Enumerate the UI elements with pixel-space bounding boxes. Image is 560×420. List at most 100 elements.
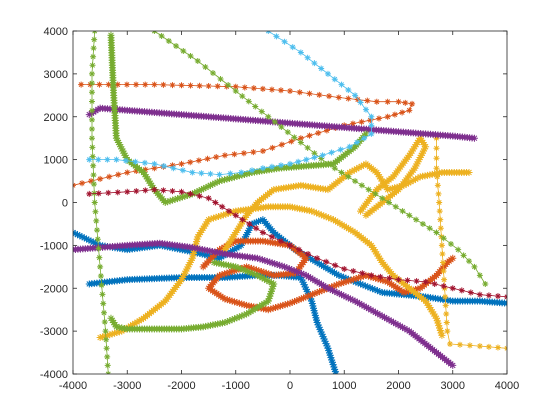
asterisk-marker <box>360 161 368 169</box>
asterisk-marker <box>323 258 330 265</box>
asterisk-marker <box>411 143 419 151</box>
asterisk-marker <box>170 165 177 172</box>
asterisk-marker <box>231 151 238 158</box>
asterisk-marker <box>246 224 254 232</box>
asterisk-marker <box>88 126 95 132</box>
asterisk-marker <box>299 278 307 286</box>
asterisk-marker <box>116 141 124 149</box>
asterisk-marker <box>246 220 253 227</box>
asterisk-marker <box>447 240 454 247</box>
asterisk-marker <box>320 335 328 343</box>
asterisk-marker <box>322 340 330 348</box>
asterisk-marker <box>433 229 440 236</box>
asterisk-marker <box>244 268 252 276</box>
asterisk-marker <box>332 281 340 289</box>
asterisk-marker <box>204 182 212 190</box>
asterisk-marker <box>338 81 345 88</box>
asterisk-marker <box>307 295 315 303</box>
asterisk-marker <box>232 212 239 219</box>
y-tick-label: 2000 <box>44 112 68 124</box>
asterisk-marker <box>335 271 343 279</box>
asterisk-marker <box>251 270 259 278</box>
asterisk-marker <box>319 333 327 341</box>
asterisk-marker <box>309 302 317 310</box>
asterisk-marker <box>306 132 313 139</box>
asterisk-marker <box>331 165 338 172</box>
asterisk-marker <box>258 108 265 115</box>
asterisk-marker <box>313 209 321 217</box>
asterisk-marker <box>443 319 450 326</box>
asterisk-marker <box>405 179 413 187</box>
asterisk-marker <box>413 278 420 285</box>
asterisk-marker <box>195 231 203 239</box>
asterisk-marker <box>228 235 236 243</box>
asterisk-marker <box>485 343 492 350</box>
asterisk-marker <box>196 193 203 200</box>
x-tick-label: -4000 <box>59 380 87 392</box>
x-tick-label: 1000 <box>332 380 356 392</box>
asterisk-marker <box>308 207 316 215</box>
asterisk-marker <box>313 259 321 267</box>
asterisk-marker <box>101 309 107 316</box>
asterisk-marker <box>209 180 217 188</box>
asterisk-marker <box>262 269 270 277</box>
asterisk-marker <box>219 211 227 219</box>
asterisk-marker <box>444 328 451 335</box>
asterisk-marker <box>141 159 148 166</box>
asterisk-marker <box>328 286 336 294</box>
asterisk-marker <box>300 294 308 302</box>
asterisk-marker <box>79 180 86 187</box>
asterisk-marker <box>318 287 326 295</box>
asterisk-marker <box>87 237 95 245</box>
asterisk-marker <box>122 153 130 161</box>
asterisk-marker <box>225 82 232 89</box>
asterisk-marker <box>204 155 211 162</box>
series-9 <box>85 104 478 142</box>
asterisk-marker <box>236 172 244 180</box>
asterisk-marker <box>373 250 381 258</box>
asterisk-marker <box>297 49 304 56</box>
asterisk-marker <box>243 170 251 178</box>
asterisk-marker <box>320 212 328 220</box>
asterisk-marker <box>311 311 319 319</box>
asterisk-marker <box>344 294 352 302</box>
asterisk-marker <box>238 300 246 308</box>
asterisk-marker <box>334 218 342 226</box>
asterisk-marker <box>179 274 187 282</box>
series-14 <box>151 31 489 287</box>
asterisk-marker <box>124 188 131 195</box>
asterisk-marker <box>374 252 382 260</box>
asterisk-marker <box>115 138 123 146</box>
asterisk-marker <box>78 81 85 88</box>
asterisk-marker <box>302 285 310 293</box>
asterisk-marker <box>102 328 109 335</box>
asterisk-marker <box>243 310 251 318</box>
asterisk-marker <box>133 81 140 88</box>
asterisk-marker <box>255 267 263 275</box>
asterisk-marker <box>324 344 332 352</box>
asterisk-marker <box>236 222 244 230</box>
asterisk-marker <box>351 297 359 305</box>
asterisk-marker <box>400 289 408 297</box>
asterisk-marker <box>376 254 384 262</box>
asterisk-marker <box>233 314 241 322</box>
asterisk-marker <box>193 238 201 246</box>
asterisk-marker <box>379 276 387 284</box>
asterisk-marker <box>340 273 348 281</box>
asterisk-marker <box>288 138 295 145</box>
asterisk-marker <box>278 124 285 131</box>
asterisk-marker <box>228 174 236 182</box>
asterisk-marker <box>235 299 243 307</box>
asterisk-marker <box>240 150 247 157</box>
asterisk-marker <box>437 329 445 337</box>
asterisk-marker <box>320 286 328 294</box>
asterisk-marker <box>316 91 323 98</box>
asterisk-marker <box>74 231 82 239</box>
asterisk-marker <box>357 273 365 281</box>
asterisk-marker <box>412 175 420 183</box>
asterisk-marker <box>246 269 254 277</box>
asterisk-marker <box>304 292 312 300</box>
asterisk-marker <box>346 168 354 176</box>
asterisk-marker <box>133 188 140 195</box>
asterisk-marker <box>96 334 104 342</box>
